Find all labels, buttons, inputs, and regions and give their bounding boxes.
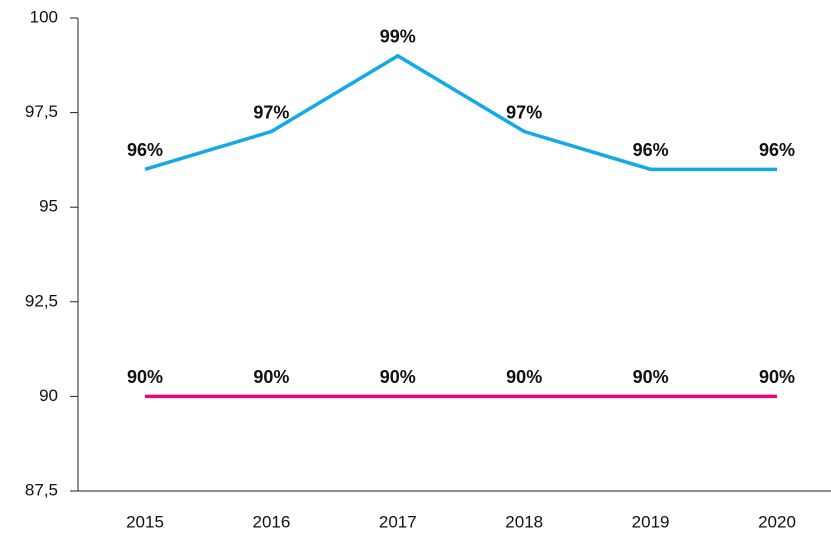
x-tick-label: 2016 [252,512,290,531]
x-tick-label: 2017 [379,512,417,531]
y-tick-label: 100 [30,7,58,26]
data-label: 90% [633,367,669,387]
x-tick-label: 2015 [126,512,164,531]
x-tick-label: 2018 [505,512,543,531]
data-label: 97% [253,102,289,122]
y-tick-label: 92,5 [25,291,58,310]
data-label: 96% [633,140,669,160]
y-tick-label: 97,5 [25,102,58,121]
data-label: 90% [380,367,416,387]
data-label: 90% [127,367,163,387]
data-label: 96% [127,140,163,160]
data-label: 96% [759,140,795,160]
y-tick-label: 90 [39,386,58,405]
y-tick-label: 87,5 [25,480,58,499]
data-label: 90% [253,367,289,387]
data-label: 90% [759,367,795,387]
y-tick-label: 95 [39,197,58,216]
data-label: 90% [506,367,542,387]
data-label: 97% [506,102,542,122]
x-tick-label: 2020 [758,512,796,531]
series-line [144,53,777,172]
x-tick-label: 2019 [632,512,670,531]
data-label: 99% [380,27,416,47]
